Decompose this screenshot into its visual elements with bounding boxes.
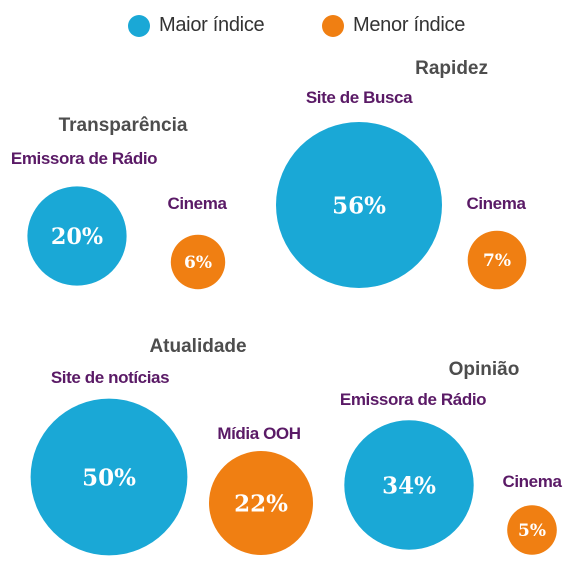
value-label: 20% [51, 224, 103, 250]
media-label: Emissora de Rádio [11, 149, 157, 168]
legend-swatch-min [322, 14, 344, 37]
media-label: Cinema [466, 194, 526, 213]
bubble-max [344, 420, 474, 550]
legend: Maior índice Menor índice [0, 14, 575, 44]
bubble-min [507, 505, 557, 555]
group-title: Transparência [59, 115, 188, 136]
media-label: Site de notícias [51, 368, 169, 387]
legend-item-max: Maior índice [128, 14, 265, 37]
group-title: Opinião [449, 359, 520, 380]
bubble-max [30, 398, 188, 556]
media-label: Emissora de Rádio [340, 390, 486, 409]
value-label: 50% [82, 464, 136, 491]
group-title: Atualidade [149, 336, 246, 357]
media-label: Cinema [167, 194, 227, 213]
legend-swatch-max [128, 14, 150, 37]
bubble-max [276, 122, 442, 288]
bubble-min [170, 234, 226, 290]
value-label: 56% [332, 192, 386, 219]
bubble-max [27, 186, 127, 286]
legend-label-max: Maior índice [159, 14, 265, 36]
value-label: 34% [382, 472, 436, 499]
media-label: Site de Busca [306, 88, 413, 107]
bubble-min [209, 451, 313, 555]
legend-label-min: Menor índice [353, 14, 466, 36]
legend-item-min: Menor índice [322, 14, 465, 37]
media-label: Cinema [502, 472, 562, 491]
media-label: Mídia OOH [217, 424, 300, 443]
value-label: 6% [184, 253, 212, 273]
group-title: Rapidez [415, 58, 488, 79]
value-label: 7% [483, 251, 511, 271]
value-label: 5% [518, 521, 546, 541]
bubble-min [467, 230, 527, 290]
value-label: 22% [234, 490, 288, 517]
